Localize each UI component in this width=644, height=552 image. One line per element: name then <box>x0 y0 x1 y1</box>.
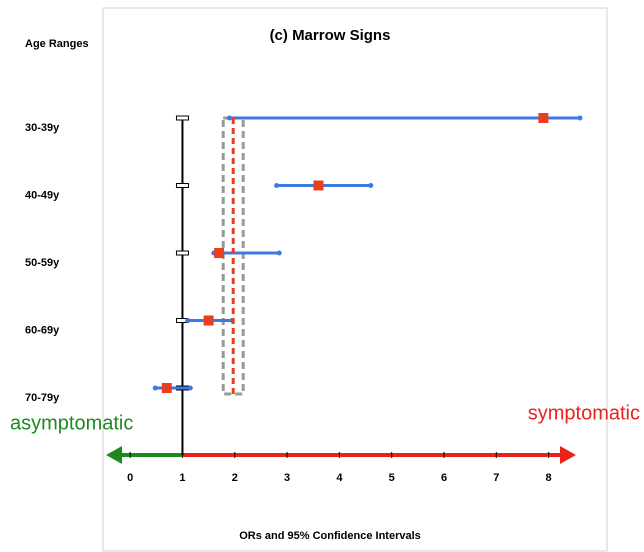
annotation: asymptomatic <box>10 412 133 434</box>
point-estimate <box>538 113 549 123</box>
ci-lower <box>227 115 233 121</box>
y-tick-label: 30-39y <box>25 122 60 134</box>
x-tick-label: 1 <box>179 472 185 484</box>
ci-lower <box>274 183 280 188</box>
ci-lower <box>185 318 191 323</box>
ci-upper <box>187 385 193 391</box>
null-line-tick <box>175 250 189 256</box>
x-tick-label: 3 <box>284 472 290 484</box>
x-tick-label: 7 <box>493 472 499 484</box>
x-tick-label: 5 <box>389 472 395 484</box>
null-line-tick <box>175 183 189 188</box>
arrow-head <box>560 446 576 464</box>
point-estimate <box>214 248 225 258</box>
x-tick-label: 6 <box>441 472 447 484</box>
y-axis-label: Age Ranges <box>25 38 89 50</box>
ci-upper <box>368 183 374 188</box>
chart-title: (c) Marrow Signs <box>270 27 391 44</box>
point-estimate <box>313 180 324 191</box>
chart-frame <box>102 7 608 552</box>
ci-upper <box>276 250 282 256</box>
y-tick-label: 70-79y <box>25 392 60 404</box>
x-tick-label: 0 <box>127 472 133 484</box>
y-tick-label: 40-49y <box>25 189 60 201</box>
ci-upper <box>577 115 583 121</box>
point-estimate <box>161 383 172 393</box>
y-tick-label: 60-69y <box>25 324 60 336</box>
annotation: symptomatic <box>528 402 640 424</box>
null-line-tick <box>175 115 189 121</box>
point-estimate <box>203 315 214 326</box>
y-tick-label: 50-59y <box>25 257 60 269</box>
ci-lower <box>152 385 158 391</box>
x-tick-label: 8 <box>546 472 552 484</box>
x-tick-label: 2 <box>232 472 238 484</box>
arrow-head <box>106 446 122 464</box>
x-axis-label: ORs and 95% Confidence Intervals <box>239 530 421 542</box>
x-tick-label: 4 <box>336 472 343 484</box>
